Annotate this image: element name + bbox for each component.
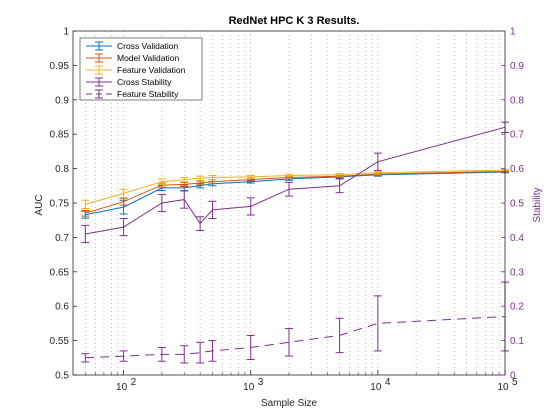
y-tick-label: 0.9 bbox=[55, 95, 69, 106]
x-tick-label: 10 bbox=[243, 382, 255, 393]
y2-tick-label: 0.1 bbox=[510, 336, 524, 347]
y-axis-label: AUC bbox=[34, 194, 45, 215]
series-cross-stability bbox=[81, 121, 509, 244]
y-tick-label: 0.6 bbox=[55, 302, 69, 313]
x-tick-exponent: 3 bbox=[258, 377, 264, 388]
y-tick-label: 0.5 bbox=[55, 371, 69, 382]
series-feature-validation bbox=[81, 168, 509, 210]
legend-label: Cross Validation bbox=[117, 41, 179, 51]
axis-ticks: 0.50.550.60.650.70.750.80.850.90.95100.1… bbox=[50, 27, 525, 394]
legend-item: Feature Stability bbox=[86, 89, 179, 99]
x-tick-exponent: 2 bbox=[131, 377, 137, 388]
y2-tick-label: 0.3 bbox=[510, 267, 524, 278]
x-tick-label: 10 bbox=[116, 382, 128, 393]
y2-tick-label: 0.5 bbox=[510, 199, 524, 210]
y-tick-label: 0.95 bbox=[50, 61, 70, 72]
y2-axis-label: Stability bbox=[532, 187, 543, 222]
chart-title: RedNet HPC K 3 Results. bbox=[229, 15, 360, 27]
legend-label: Cross Stability bbox=[117, 77, 172, 87]
y2-tick-label: 0.7 bbox=[510, 130, 524, 141]
legend: Cross Validation Model Validation Feature … bbox=[79, 37, 203, 101]
legend-item: Model Validation bbox=[86, 53, 179, 63]
y-tick-label: 0.7 bbox=[55, 233, 69, 244]
y2-tick-label: 0.9 bbox=[510, 61, 524, 72]
legend-item: Feature Validation bbox=[86, 65, 186, 75]
x-tick-label: 10 bbox=[497, 382, 509, 393]
y-tick-label: 0.65 bbox=[50, 267, 70, 278]
legend-label: Feature Stability bbox=[117, 89, 179, 99]
x-tick-exponent: 4 bbox=[385, 377, 391, 388]
x-grid bbox=[85, 31, 500, 375]
legend-label: Model Validation bbox=[117, 53, 179, 63]
y2-tick-label: 0.6 bbox=[510, 164, 524, 175]
y2-tick-label: 1 bbox=[510, 27, 516, 38]
y2-tick-label: 0.4 bbox=[510, 233, 524, 244]
y-tick-label: 0.75 bbox=[50, 199, 70, 210]
y2-tick-label: 0.8 bbox=[510, 95, 524, 106]
legend-item: Cross Stability bbox=[86, 77, 172, 87]
y-tick-label: 1 bbox=[63, 27, 69, 38]
legend-label: Feature Validation bbox=[117, 65, 186, 75]
x-tick-label: 10 bbox=[370, 382, 382, 393]
y-tick-label: 0.85 bbox=[50, 130, 70, 141]
y-tick-label: 0.8 bbox=[55, 164, 69, 175]
y2-tick-label: 0 bbox=[510, 371, 516, 382]
legend-item: Cross Validation bbox=[86, 41, 179, 51]
y-tick-label: 0.55 bbox=[50, 336, 70, 347]
x-tick-exponent: 5 bbox=[512, 377, 518, 388]
x-axis-label: Sample Size bbox=[261, 398, 318, 409]
y2-tick-label: 0.2 bbox=[510, 302, 524, 313]
